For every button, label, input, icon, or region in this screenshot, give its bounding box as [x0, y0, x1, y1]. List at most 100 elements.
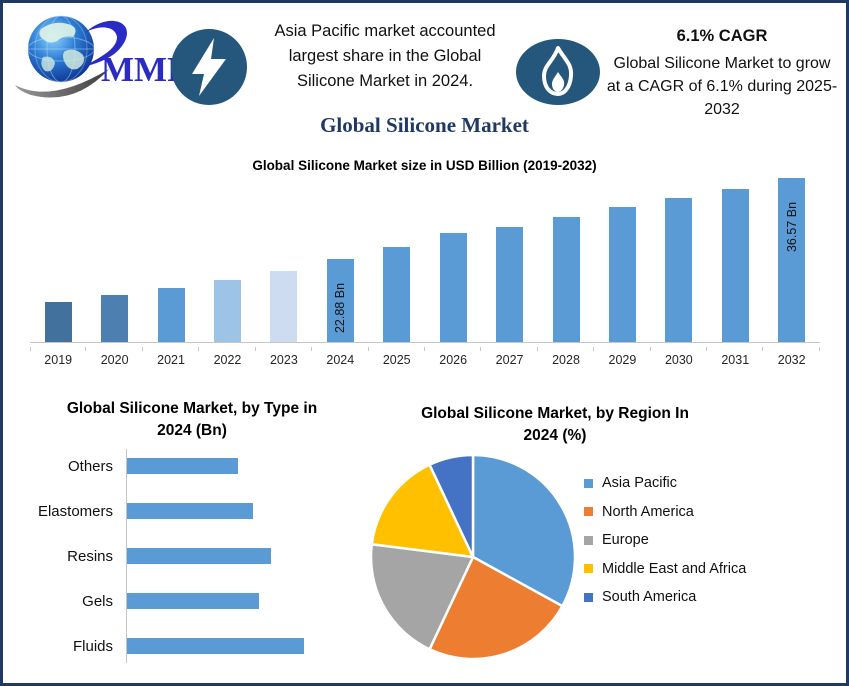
- hbar-resins: [127, 548, 271, 564]
- pie-slice-north-america: [428, 555, 564, 661]
- legend-label-asia-pacific: Asia Pacific: [602, 475, 677, 491]
- legend-label-europe: Europe: [602, 532, 649, 548]
- bar-slot-2023: [256, 270, 312, 342]
- region-chart-title: Global Silicone Market, by Region In 202…: [421, 405, 689, 444]
- headline-text: Asia Pacific market accounted largest sh…: [274, 22, 496, 90]
- legend-label-middle-east-and-africa: Middle East and Africa: [602, 560, 747, 577]
- x-axis-label-2029: 2029: [594, 347, 652, 367]
- x-axis-label-2031: 2031: [707, 347, 764, 367]
- legend-swatch-south-america: [584, 592, 593, 602]
- bar-2021: [157, 288, 185, 342]
- bar-2025: [383, 246, 411, 342]
- bar-value-label-2032: 36.57 Bn: [784, 202, 799, 253]
- x-axis-label-2022: 2022: [199, 347, 257, 367]
- cagr-description: Global Silicone Market to grow at a CAGR…: [606, 55, 838, 118]
- globe-icon: MMR: [15, 15, 193, 98]
- pie-slice-europe: [369, 542, 475, 651]
- type-bar-chart: Others Elastomers Resins Gels Fluids: [20, 447, 372, 665]
- x-axis-label-2032: 2032: [763, 347, 821, 367]
- cagr-value: 6.1% CAGR: [676, 27, 768, 45]
- bar-slot-2029: [594, 206, 650, 342]
- legend-swatch-north-america: [584, 507, 593, 516]
- x-axis-label-2023: 2023: [256, 347, 313, 367]
- legend-label-north-america: North America: [602, 503, 694, 520]
- hbar-elastomers: [127, 503, 253, 519]
- hbar-track-elastomers: [126, 503, 372, 519]
- bar-2030: [665, 197, 693, 342]
- bar-2026: [439, 232, 467, 342]
- hbar-row-elastomers: Elastomers: [20, 492, 372, 530]
- x-axis-label-2021: 2021: [143, 347, 200, 367]
- x-axis-label-2026: 2026: [425, 347, 482, 367]
- flame-icon: [515, 38, 601, 106]
- x-axis-label-2030: 2030: [651, 347, 708, 367]
- bar-2027: [496, 226, 524, 342]
- x-axis-label-2028: 2028: [538, 347, 595, 367]
- region-legend: Asia Pacific North America Europe Middle Ea…: [584, 475, 746, 618]
- legend-item-north-america: North America: [584, 504, 746, 520]
- bar-slot-2021: [143, 288, 199, 342]
- legend-item-asia-pacific: Asia Pacific: [584, 475, 746, 491]
- bar-slot-2028: [538, 216, 594, 342]
- bar-slot-2022: [199, 279, 255, 342]
- hbar-gels: [127, 593, 259, 609]
- hbar-row-gels: Gels: [20, 582, 372, 620]
- bar-slot-2030: [651, 197, 707, 342]
- hbar-row-resins: Resins: [20, 537, 372, 575]
- bar-slot-2024: 22.88 Bn: [312, 258, 368, 342]
- hbar-track-gels: [126, 593, 372, 609]
- hbar-fluids: [127, 638, 304, 654]
- market-size-x-axis: 2019 2020 2021 2022 2023 2024 2025 2026 2027 2028…: [30, 347, 821, 367]
- hbar-label-others: Others: [67, 457, 113, 475]
- bar-slot-2019: [30, 302, 86, 342]
- market-size-bar-chart: 22.88 Bn 36.57 Bn: [30, 168, 820, 343]
- bar-slot-2027: [481, 226, 537, 342]
- bar-slot-2020: [86, 295, 142, 342]
- x-axis-label-2019: 2019: [30, 347, 87, 367]
- bar-slot-2025: [369, 246, 425, 342]
- legend-swatch-asia-pacific: [584, 478, 593, 488]
- hbar-label-elastomers: Elastomers: [37, 502, 113, 520]
- hbar-label-fluids: Fluids: [72, 637, 113, 655]
- bar-slot-2026: [425, 232, 481, 342]
- hbar-track-fluids: [126, 638, 372, 654]
- region-pie-chart: [366, 450, 580, 664]
- pie-slice-south-america: [428, 453, 475, 559]
- x-axis-label-2027: 2027: [481, 347, 539, 367]
- bar-2032: 36.57 Bn: [778, 178, 806, 342]
- page-title: Global Silicone Market: [320, 113, 529, 137]
- hbar-label-gels: Gels: [82, 592, 113, 610]
- bar-2023: [270, 270, 298, 342]
- type-chart-title: Global Silicone Market, by Type in 2024 …: [66, 400, 318, 439]
- bar-slot-2032: 36.57 Bn: [763, 178, 819, 342]
- lightning-icon: [170, 28, 248, 106]
- hbar-others: [127, 458, 238, 474]
- pie-slice-asia-pacific: [471, 453, 577, 608]
- bar-2024: 22.88 Bn: [326, 258, 354, 342]
- x-axis-label-2025: 2025: [369, 347, 426, 367]
- mmr-logo: MMR: [13, 11, 193, 101]
- hbar-row-fluids: Fluids: [20, 627, 372, 665]
- x-axis-label-2024: 2024: [312, 347, 369, 367]
- legend-item-middle-east-and-africa: Middle East and Africa: [584, 561, 746, 577]
- legend-label-south-america: South America: [602, 589, 697, 605]
- hbar-track-others: [126, 458, 372, 474]
- legend-item-europe: Europe: [584, 532, 746, 548]
- legend-swatch-middle-east-and-africa: [584, 564, 593, 573]
- legend-swatch-europe: [584, 535, 593, 545]
- bar-2029: [608, 206, 636, 342]
- x-axis-label-2020: 2020: [86, 347, 144, 367]
- bar-2031: [721, 188, 749, 342]
- hbar-row-others: Others: [20, 447, 372, 485]
- market-size-chart-title: Global Silicone Market size in USD Billi…: [252, 158, 597, 173]
- pie-slice-middle-east-and-africa: [370, 463, 475, 559]
- bar-2020: [101, 295, 129, 342]
- bar-2019: [44, 302, 72, 342]
- bar-2022: [213, 279, 241, 342]
- hbar-label-resins: Resins: [67, 547, 113, 565]
- hbar-track-resins: [126, 548, 372, 564]
- legend-item-south-america: South America: [584, 589, 746, 605]
- mmr-logo-text: MMR: [101, 50, 175, 89]
- bar-slot-2031: [707, 188, 763, 342]
- bar-value-label-2024: 22.88 Bn: [333, 282, 348, 333]
